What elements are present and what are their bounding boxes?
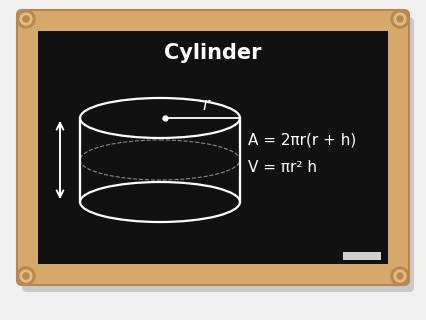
Circle shape: [23, 273, 29, 279]
Circle shape: [391, 267, 409, 285]
Circle shape: [391, 10, 409, 28]
Circle shape: [20, 13, 32, 25]
Circle shape: [20, 270, 32, 282]
Circle shape: [17, 267, 35, 285]
Text: Cylinder: Cylinder: [164, 43, 262, 63]
Bar: [343, 252, 381, 260]
FancyBboxPatch shape: [22, 17, 414, 292]
Circle shape: [394, 13, 406, 25]
Circle shape: [17, 10, 35, 28]
Text: V = πr² h: V = πr² h: [248, 161, 317, 175]
Text: r: r: [203, 96, 210, 114]
FancyBboxPatch shape: [17, 10, 409, 285]
Circle shape: [397, 273, 403, 279]
Circle shape: [394, 270, 406, 282]
Circle shape: [397, 16, 403, 22]
Bar: [38, 31, 388, 264]
Text: A = 2πr(r + h): A = 2πr(r + h): [248, 132, 356, 148]
Circle shape: [23, 16, 29, 22]
